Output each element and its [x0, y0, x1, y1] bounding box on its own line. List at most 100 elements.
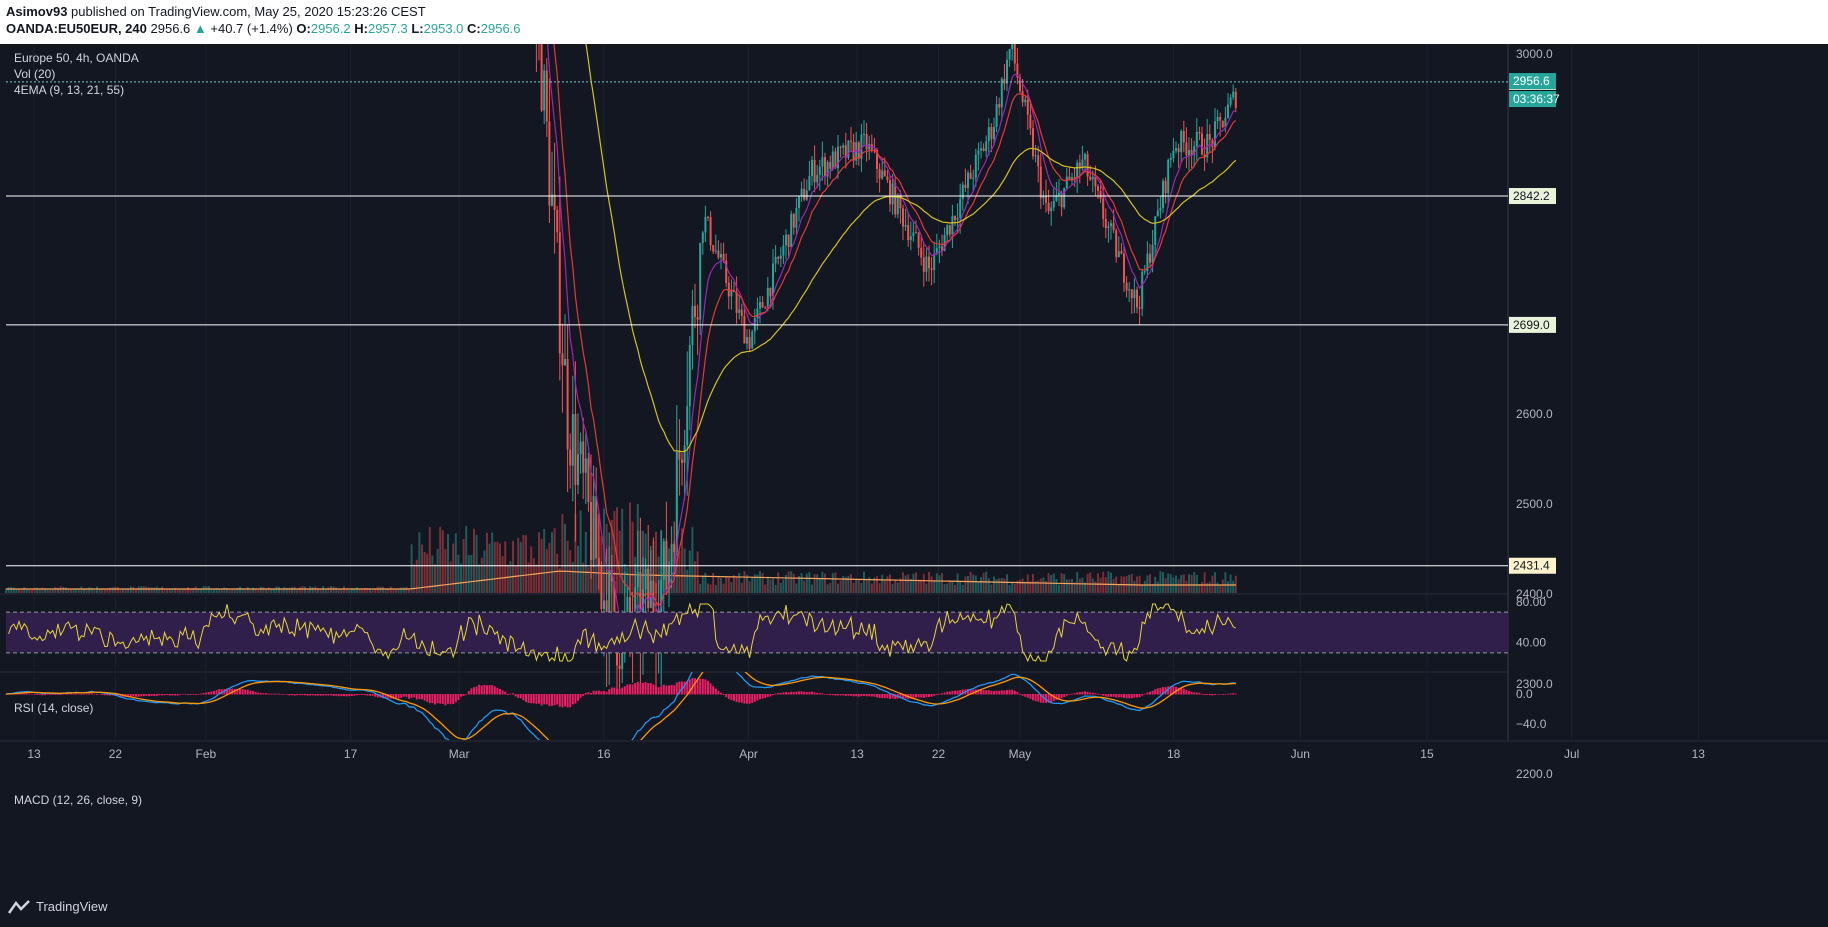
macd-histogram-bar: [1221, 694, 1224, 695]
symbol-ohlc-row: OANDA:EU50EUR, 240 2956.6 ▲ +40.7 (+1.4%…: [6, 21, 521, 36]
volume-bar: [116, 586, 119, 593]
candle-body: [735, 291, 738, 313]
volume-bar: [514, 565, 517, 593]
candle-body: [915, 232, 917, 234]
volume-bar: [72, 589, 75, 593]
macd-histogram-bar: [712, 686, 715, 695]
volume-bar: [392, 588, 395, 593]
rsi-legend[interactable]: RSI (14, close): [14, 701, 94, 715]
volume-bar: [1078, 578, 1081, 593]
volume-legend[interactable]: Vol (20): [14, 67, 56, 81]
volume-bar: [946, 583, 949, 593]
candle-body: [868, 143, 871, 150]
volume-bar: [1029, 581, 1032, 593]
time-tick-label: Jun: [1291, 747, 1310, 761]
macd-histogram-bar: [938, 693, 941, 695]
macd-histogram-bar: [1076, 692, 1079, 695]
volume-bar: [441, 530, 444, 593]
volume-bar: [259, 586, 262, 593]
volume-bar: [748, 581, 751, 593]
volume-bar: [1068, 579, 1071, 593]
support-resistance-levels: 3687.93614.43537.93385.93270.73103.12969…: [6, 73, 1560, 574]
volume-bar: [1081, 577, 1084, 593]
volume-bar: [704, 572, 707, 593]
volume-bar: [977, 581, 980, 593]
macd-histogram-bar: [135, 694, 137, 697]
macd-histogram-bar: [777, 693, 780, 695]
macd-legend[interactable]: MACD (12, 26, close, 9): [14, 793, 143, 807]
volume-bar: [699, 583, 702, 593]
volume-bar: [83, 589, 85, 593]
volume-bar: [629, 502, 631, 593]
volume-bar: [192, 588, 195, 593]
volume-bar: [106, 589, 109, 593]
volume-bar: [317, 588, 319, 593]
macd-histogram-bar: [137, 694, 140, 697]
macd-histogram-bar: [727, 694, 730, 700]
volume-bar: [205, 586, 208, 593]
tradingview-logo[interactable]: TradingView: [8, 899, 108, 914]
macd-histogram-bar: [298, 694, 301, 696]
macd-histogram-bar: [1084, 691, 1086, 695]
macd-histogram-bar: [311, 694, 314, 696]
chart-title[interactable]: Europe 50, 4h, OANDA: [14, 51, 139, 65]
volume-bar: [496, 541, 499, 593]
macd-histogram-bar: [109, 694, 111, 696]
volume-bar: [655, 531, 657, 593]
macd-histogram-bar: [998, 690, 1001, 695]
candle-body: [1151, 244, 1154, 263]
volume-bar: [525, 535, 527, 593]
price-tick-label: 2300.0: [1516, 677, 1553, 691]
macd-histogram-bar: [629, 684, 631, 695]
macd-histogram-bar: [70, 693, 72, 695]
macd-histogram-bar: [740, 694, 743, 703]
macd-histogram-bar: [587, 692, 590, 695]
macd-histogram-bar: [527, 694, 530, 703]
candle-body: [987, 126, 990, 142]
candle-body: [891, 183, 894, 205]
volume-bar: [686, 569, 689, 593]
volume-bar: [987, 578, 990, 593]
candle-body: [811, 159, 813, 176]
macd-histogram-bar: [709, 683, 712, 695]
candle-body: [551, 194, 553, 206]
volume-bar: [808, 572, 811, 593]
macd-histogram-bar: [441, 694, 444, 704]
macd-histogram-bar: [899, 694, 902, 699]
candle-body: [839, 146, 842, 148]
volume-bars: [5, 502, 1237, 593]
macd-histogram-bar: [236, 689, 239, 695]
candle-body: [1099, 190, 1102, 199]
macd-histogram-bar: [956, 690, 959, 695]
volume-bar: [369, 588, 371, 593]
volume-bar: [860, 582, 863, 593]
volume-bar: [941, 573, 943, 593]
price-chart-canvas[interactable]: 3687.93614.43537.93385.93270.73103.12969…: [0, 44, 1828, 890]
macd-histogram-bar: [678, 681, 681, 695]
candle-body: [1143, 271, 1146, 273]
volume-bar: [384, 588, 387, 593]
macd-histogram-bar: [530, 694, 533, 704]
candle-body: [1076, 162, 1079, 179]
macd-histogram-bar: [64, 693, 67, 695]
candle-body: [790, 213, 793, 247]
author-name[interactable]: Asimov93: [6, 4, 68, 19]
macd-histogram-bar: [1224, 694, 1227, 695]
macd-histogram-bar: [865, 694, 868, 697]
macd-histogram-bar: [668, 685, 670, 695]
candle-body: [686, 406, 689, 446]
macd-histogram-bar: [499, 689, 501, 695]
macd-histogram-bar: [670, 684, 673, 695]
publication-header: Asimov93 published on TradingView.com, M…: [0, 0, 1828, 44]
macd-histogram-bar: [1227, 693, 1229, 695]
macd-histogram-bar: [46, 694, 49, 695]
candle-body: [766, 287, 769, 309]
volume-bar: [829, 583, 832, 593]
volume-bar: [231, 588, 234, 593]
macd-histogram-bar: [1185, 689, 1188, 695]
macd-histogram-bar: [699, 678, 702, 695]
chart-area[interactable]: 3687.93614.43537.93385.93270.73103.12969…: [0, 44, 1828, 890]
ema-legend[interactable]: 4EMA (9, 13, 21, 55): [14, 83, 125, 97]
volume-bar: [787, 571, 790, 593]
volume-bar: [564, 524, 566, 593]
